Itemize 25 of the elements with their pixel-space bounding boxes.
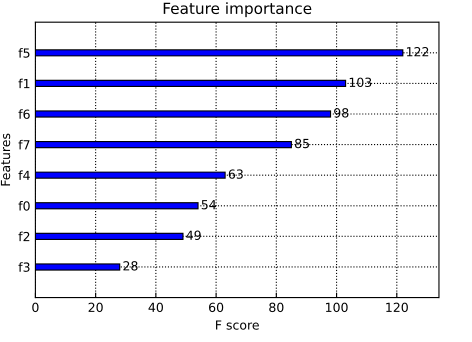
x-tick-label: 20 — [88, 302, 103, 312]
x-tick-label: 100 — [326, 302, 348, 312]
y-tick-label: f2 — [18, 232, 30, 242]
y-tick-label: f5 — [18, 48, 30, 58]
y-tick-label: f6 — [18, 109, 30, 119]
data-label: 85 — [295, 138, 309, 148]
y-tick-label: f3 — [18, 262, 30, 272]
data-label: 63 — [228, 169, 243, 179]
y-tick-label: f4 — [18, 170, 30, 180]
x-tick-label: 80 — [269, 302, 284, 312]
x-tick-label: 120 — [386, 302, 408, 312]
y-tick-label: f0 — [18, 201, 30, 211]
x-tick-label: 40 — [148, 302, 163, 312]
data-label: 54 — [202, 200, 216, 210]
chart-title: Feature importance — [164, 2, 312, 18]
y-tick-label: f7 — [18, 140, 30, 150]
x-axis-title: F score — [216, 320, 259, 330]
y-axis-title: Features — [0, 134, 10, 186]
x-tick-label: 60 — [209, 302, 224, 312]
data-label: 122 — [406, 46, 428, 56]
data-label: 103 — [350, 78, 372, 88]
x-tick-label: 0 — [32, 302, 39, 312]
data-label: 28 — [123, 261, 138, 271]
data-label: 49 — [186, 230, 201, 240]
y-tick-label: f1 — [18, 78, 30, 88]
